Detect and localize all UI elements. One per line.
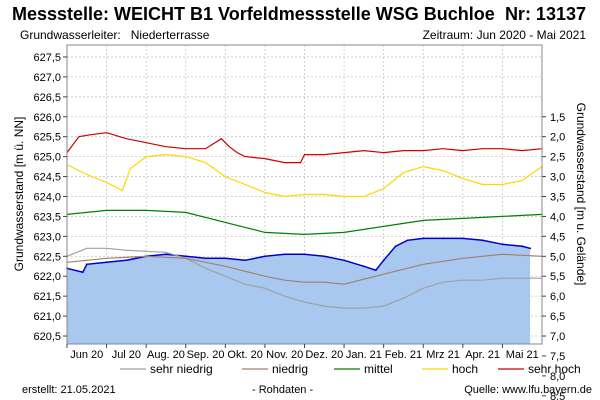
x-tick-label: Sep. 20 bbox=[187, 349, 225, 361]
y-axis-left: 620,5 621,0 621,5 622,0 622,5 623,0 623,5 624,0… bbox=[33, 52, 67, 343]
station-number: Nr: 13137 bbox=[504, 4, 586, 24]
series-line-hoch bbox=[66, 153, 543, 198]
legend-label-mittel: mittel bbox=[364, 362, 393, 376]
y-left-tick-label: 627,0 bbox=[33, 72, 61, 84]
series-line-mittel bbox=[66, 209, 543, 236]
aquifer-label: Grundwasserleiter: bbox=[20, 28, 121, 42]
series-line-niedrig bbox=[66, 253, 543, 285]
aquifer-value: Niederterrasse bbox=[130, 28, 210, 42]
groundwater-level-point bbox=[343, 259, 345, 262]
groundwater-level-point bbox=[394, 245, 397, 248]
period-label: Zeitraum: Jun 2020 - Mai 2021 bbox=[422, 28, 586, 42]
y-left-tick-label: 621,0 bbox=[33, 311, 61, 323]
x-tick-label: Dez. 20 bbox=[305, 349, 343, 361]
x-tick-label: Apr. 21 bbox=[465, 349, 500, 361]
groundwater-level-point bbox=[224, 257, 227, 260]
groundwater-level-point bbox=[165, 253, 167, 256]
legend-label-sehr-niedrig: sehr niedrig bbox=[150, 362, 213, 376]
x-tick-label: Jun 20 bbox=[70, 349, 103, 361]
legend-label-hoch: hoch bbox=[452, 362, 478, 376]
source-link[interactable]: Quelle: www.lfu.bayern.de bbox=[464, 384, 592, 396]
y-left-tick-label: 623,5 bbox=[33, 211, 61, 223]
groundwater-level-point bbox=[184, 255, 187, 258]
y-left-tick-label: 623,0 bbox=[33, 231, 61, 243]
y-left-tick-label: 626,0 bbox=[33, 112, 61, 124]
groundwater-level-point bbox=[323, 255, 326, 258]
groundwater-level-point bbox=[382, 259, 385, 262]
groundwater-level-point bbox=[303, 253, 306, 256]
groundwater-level-point bbox=[125, 259, 128, 262]
y-right-tick-label: 8,0 bbox=[550, 371, 565, 383]
groundwater-level-point bbox=[204, 257, 207, 260]
groundwater-level-point bbox=[105, 261, 108, 264]
legend-label-sehr-hoch: sehr hoch bbox=[528, 362, 581, 376]
groundwater-level-point bbox=[442, 237, 444, 240]
y-right-tick-label: 5,5 bbox=[550, 271, 565, 283]
x-tick-label: Jul 20 bbox=[112, 349, 141, 361]
series-line-sehr-niedrig bbox=[66, 247, 542, 309]
y-right-tick-label: 2,5 bbox=[550, 152, 565, 164]
legend: sehr niedrig niedrig mittel hoch sehr hoch bbox=[120, 362, 581, 376]
groundwater-level-point bbox=[501, 243, 504, 246]
groundwater-level-point bbox=[406, 239, 409, 242]
y-axis-right-label: Grundwasserstand [m u. Gelände] bbox=[574, 103, 588, 286]
groundwater-level-point bbox=[374, 269, 377, 272]
series-line-sehr-hoch bbox=[66, 132, 543, 164]
y-right-tick-label: 7,5 bbox=[550, 351, 565, 363]
groundwater-level-point bbox=[529, 247, 532, 250]
y-left-tick-label: 625,5 bbox=[33, 132, 61, 144]
groundwater-level-line bbox=[66, 237, 531, 274]
y-right-tick-label: 5,0 bbox=[550, 251, 565, 263]
series-layer bbox=[66, 132, 543, 344]
y-left-tick-label: 625,0 bbox=[33, 152, 61, 164]
x-tick-label: Aug. 20 bbox=[147, 349, 185, 361]
y-left-tick-label: 624,5 bbox=[33, 172, 61, 184]
y-left-tick-label: 622,5 bbox=[33, 251, 61, 263]
y-right-tick-label: 2,0 bbox=[550, 132, 565, 144]
y-left-tick-label: 626,5 bbox=[33, 92, 61, 104]
y-right-tick-label: 8,5 bbox=[550, 391, 565, 400]
y-right-tick-label: 6,0 bbox=[550, 291, 565, 303]
y-left-tick-label: 624,0 bbox=[33, 191, 61, 203]
legend-label-niedrig: niedrig bbox=[272, 362, 308, 376]
groundwater-level-point bbox=[422, 237, 425, 240]
y-left-tick-label: 622,0 bbox=[33, 271, 61, 283]
y-left-tick-label: 621,5 bbox=[33, 291, 61, 303]
y-right-tick-label: 4,5 bbox=[550, 231, 565, 243]
groundwater-level-area bbox=[67, 238, 531, 344]
groundwater-level-point bbox=[461, 237, 464, 240]
raw-data-note: - Rohdaten - bbox=[252, 384, 314, 396]
y-left-tick-label: 627,5 bbox=[33, 52, 61, 64]
x-tick-label: Nov. 20 bbox=[266, 349, 303, 361]
y-right-tick-label: 3,5 bbox=[550, 191, 565, 203]
groundwater-level-point bbox=[362, 265, 365, 268]
y-right-tick-label: 3,0 bbox=[550, 172, 565, 184]
y-left-tick-label: 620,5 bbox=[33, 331, 61, 343]
x-tick-label: Feb. 21 bbox=[385, 349, 422, 361]
groundwater-level-point bbox=[481, 239, 484, 242]
y-right-tick-label: 4,0 bbox=[550, 211, 565, 223]
x-tick-label: Jan. 21 bbox=[346, 349, 382, 361]
x-tick-label: Mai 21 bbox=[506, 349, 539, 361]
y-right-tick-label: 7,0 bbox=[550, 331, 565, 343]
groundwater-level-point bbox=[521, 245, 524, 248]
x-axis: Jun 20 Jul 20 Aug. 20 Sep. 20 Okt. 20 Nov. 20… bbox=[66, 344, 539, 361]
y-axis-right: 1,5 2,0 2,5 3,0 3,5 4,0 4,5 5,0 5,5 6,0 6,5 7,0 7,5 8… bbox=[542, 112, 565, 400]
page-title: Messstelle: WEICHT B1 Vorfeldmessstelle … bbox=[12, 4, 495, 24]
x-tick-label: Okt. 20 bbox=[227, 349, 262, 361]
aquifer-info: Grundwasserleiter: Niederterrasse bbox=[20, 28, 209, 42]
groundwater-level-point bbox=[85, 263, 88, 266]
x-tick-label: Mrz 21 bbox=[426, 349, 460, 361]
groundwater-level-point bbox=[81, 271, 84, 274]
y-right-tick-label: 6,5 bbox=[550, 311, 565, 323]
groundwater-level-point bbox=[283, 253, 286, 256]
y-right-tick-label: 1,5 bbox=[550, 112, 565, 124]
created-date: erstellt: 21.05.2021 bbox=[22, 384, 116, 396]
groundwater-level-point bbox=[264, 255, 266, 258]
y-axis-left-label: Grundwasserstand [m ü. NN] bbox=[12, 117, 26, 272]
groundwater-level-point bbox=[244, 259, 247, 262]
